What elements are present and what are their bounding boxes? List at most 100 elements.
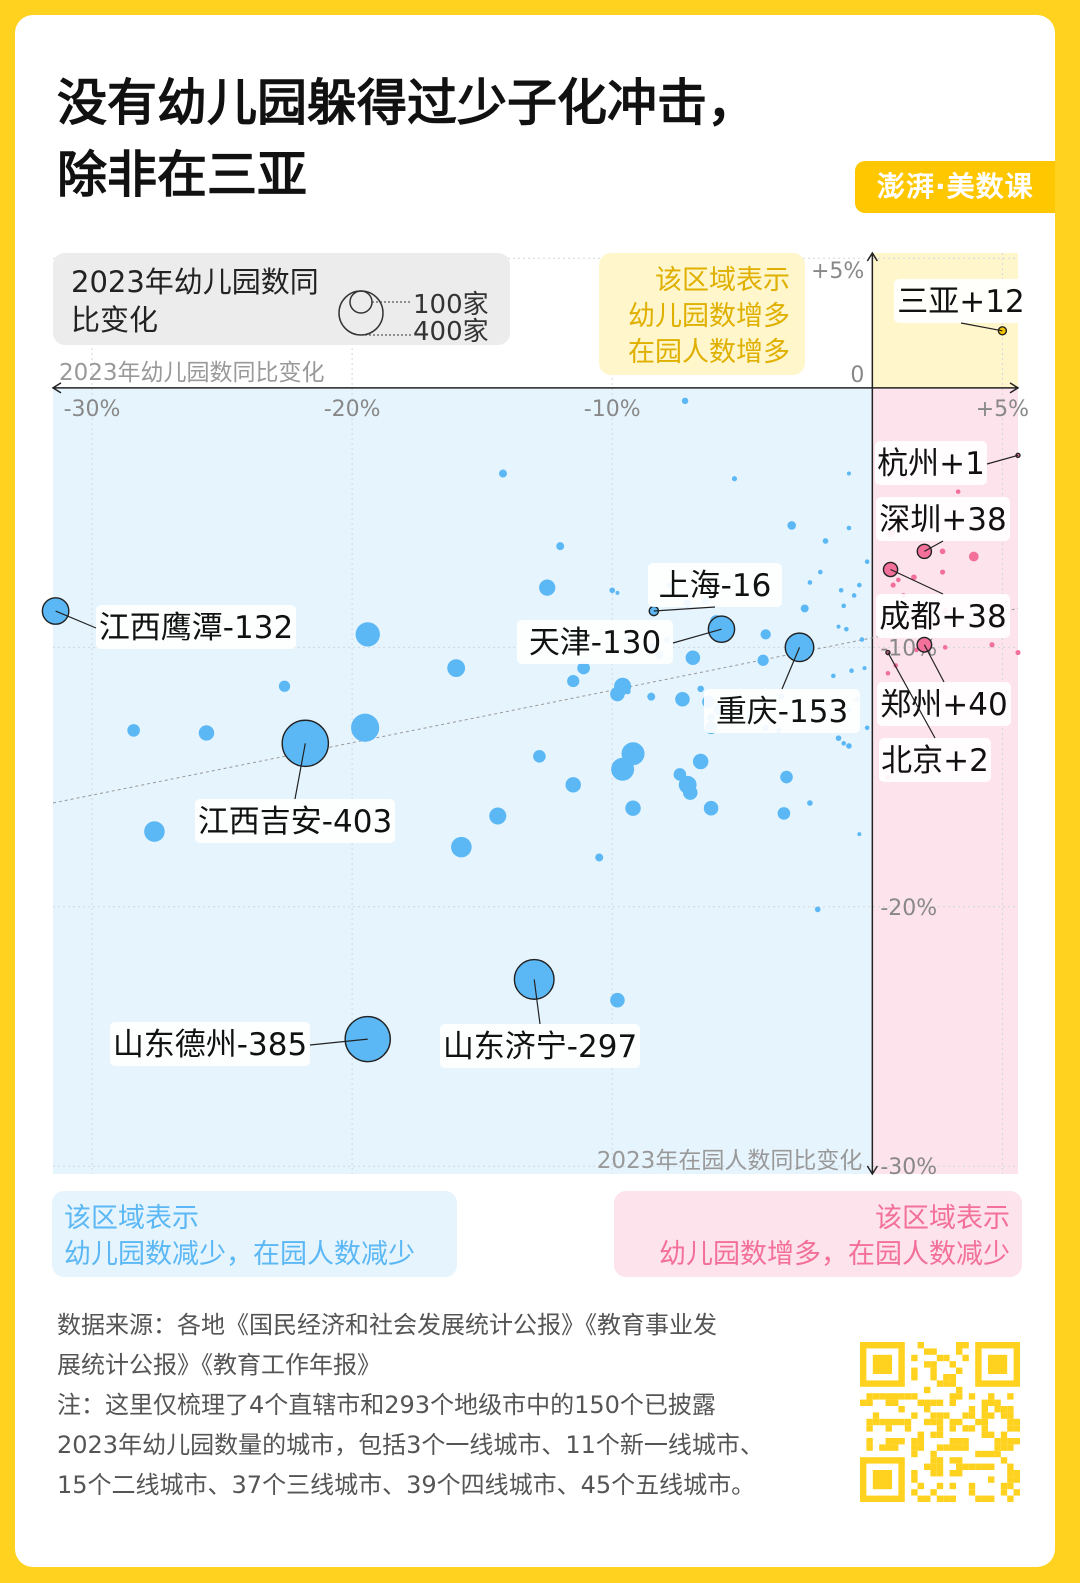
qr-module	[975, 1495, 982, 1502]
qr-module	[956, 1457, 963, 1464]
city-label: 上海-16	[659, 568, 772, 604]
qr-module	[988, 1431, 995, 1438]
city-point	[989, 642, 995, 648]
labeled-city-point	[707, 615, 736, 643]
qr-module	[866, 1418, 873, 1426]
qr-module	[956, 1386, 963, 1394]
qr-module	[930, 1367, 937, 1374]
city-point	[787, 521, 797, 530]
qr-module	[1013, 1470, 1020, 1477]
qr-module	[994, 1450, 1001, 1458]
qr-module	[1000, 1489, 1008, 1496]
qr-module	[917, 1431, 924, 1438]
qr-module	[936, 1412, 944, 1419]
qr-module	[988, 1463, 995, 1470]
qr-code-icon	[860, 1342, 1020, 1502]
city-point	[499, 469, 507, 478]
city-point	[556, 542, 565, 551]
region-note-gain-line-2: 幼儿园数增多	[628, 301, 790, 332]
qr-module	[956, 1463, 963, 1470]
qr-module	[917, 1438, 924, 1445]
qr-module	[988, 1412, 995, 1419]
city-label-leader	[924, 540, 944, 552]
city-point	[647, 692, 656, 701]
city-point	[595, 853, 604, 862]
note-line-1: 注：这里仅梳理了4个直辖市和293个地级市中的150个已披露	[57, 1391, 716, 1419]
city-point	[757, 654, 769, 666]
qr-module	[930, 1489, 937, 1496]
qr-module	[988, 1399, 995, 1406]
qr-module	[917, 1399, 924, 1406]
qr-module	[1007, 1393, 1014, 1400]
brand-logo: 澎湃·美数课	[855, 161, 1055, 213]
qr-module	[981, 1495, 988, 1502]
qr-module	[1007, 1444, 1014, 1451]
city-label: 北京+2	[881, 743, 989, 779]
qr-module	[1000, 1431, 1008, 1438]
qr-module	[911, 1412, 918, 1419]
qr-module	[1007, 1425, 1014, 1432]
city-point	[846, 743, 852, 749]
qr-module	[936, 1444, 944, 1451]
qr-module	[930, 1450, 937, 1458]
qr-module	[956, 1418, 963, 1426]
city-label-leader	[653, 606, 716, 612]
legend-title: 2023年幼儿园数同比变化	[71, 265, 319, 337]
city-label-bg	[879, 738, 991, 782]
qr-module	[1007, 1476, 1014, 1483]
city-point	[968, 551, 979, 562]
qr-module	[1000, 1412, 1008, 1419]
qr-module	[968, 1489, 976, 1496]
qr-module	[872, 1393, 880, 1400]
city-label-bg	[110, 1022, 310, 1066]
qr-module	[924, 1406, 931, 1413]
city-label-leader	[986, 454, 1019, 465]
title-line-2: 除非在三亚	[57, 146, 307, 204]
city-point	[859, 637, 865, 642]
y-tick-label: 0	[850, 363, 864, 388]
qr-module	[917, 1444, 924, 1451]
city-point	[780, 770, 793, 784]
qr-module	[930, 1412, 937, 1419]
city-point	[777, 807, 791, 820]
footnotes: 数据来源：各地《国民经济和社会发展统计公报》《教育事业发 展统计公报》《教育工作…	[57, 1305, 857, 1505]
qr-module	[1013, 1489, 1020, 1496]
region-note-increase-bg	[614, 1191, 1022, 1277]
qr-module	[949, 1399, 956, 1406]
city-label-bg	[876, 497, 1010, 541]
city-point	[697, 685, 704, 693]
qr-module	[898, 1438, 905, 1445]
qr-module	[1007, 1495, 1014, 1502]
qr-module	[968, 1406, 976, 1413]
qr-module	[885, 1438, 892, 1445]
qr-module	[917, 1482, 924, 1490]
city-point	[862, 666, 867, 671]
qr-module	[924, 1361, 931, 1368]
qr-module	[962, 1438, 969, 1445]
city-point	[864, 725, 870, 731]
qr-module	[975, 1418, 982, 1426]
qr-module	[930, 1463, 937, 1470]
qr-module	[943, 1374, 950, 1381]
qr-module	[898, 1406, 905, 1413]
qr-module	[1000, 1438, 1008, 1445]
qr-module	[949, 1393, 956, 1400]
qr-module	[949, 1495, 956, 1502]
city-label-leader	[923, 644, 945, 683]
qr-module	[911, 1367, 918, 1374]
city-point	[846, 471, 851, 476]
qr-module	[936, 1418, 944, 1426]
labeled-city-point	[916, 543, 933, 560]
qr-module	[988, 1450, 995, 1458]
qr-module	[872, 1418, 880, 1426]
qr-module	[904, 1425, 912, 1432]
city-point	[807, 580, 813, 585]
city-label-leader	[781, 647, 801, 690]
city-point	[841, 603, 847, 609]
qr-module	[975, 1463, 982, 1470]
qr-module	[879, 1393, 886, 1400]
city-label: 山东济宁-297	[443, 1029, 637, 1065]
qr-module	[981, 1406, 988, 1413]
city-point	[939, 548, 946, 555]
city-point	[760, 629, 771, 640]
